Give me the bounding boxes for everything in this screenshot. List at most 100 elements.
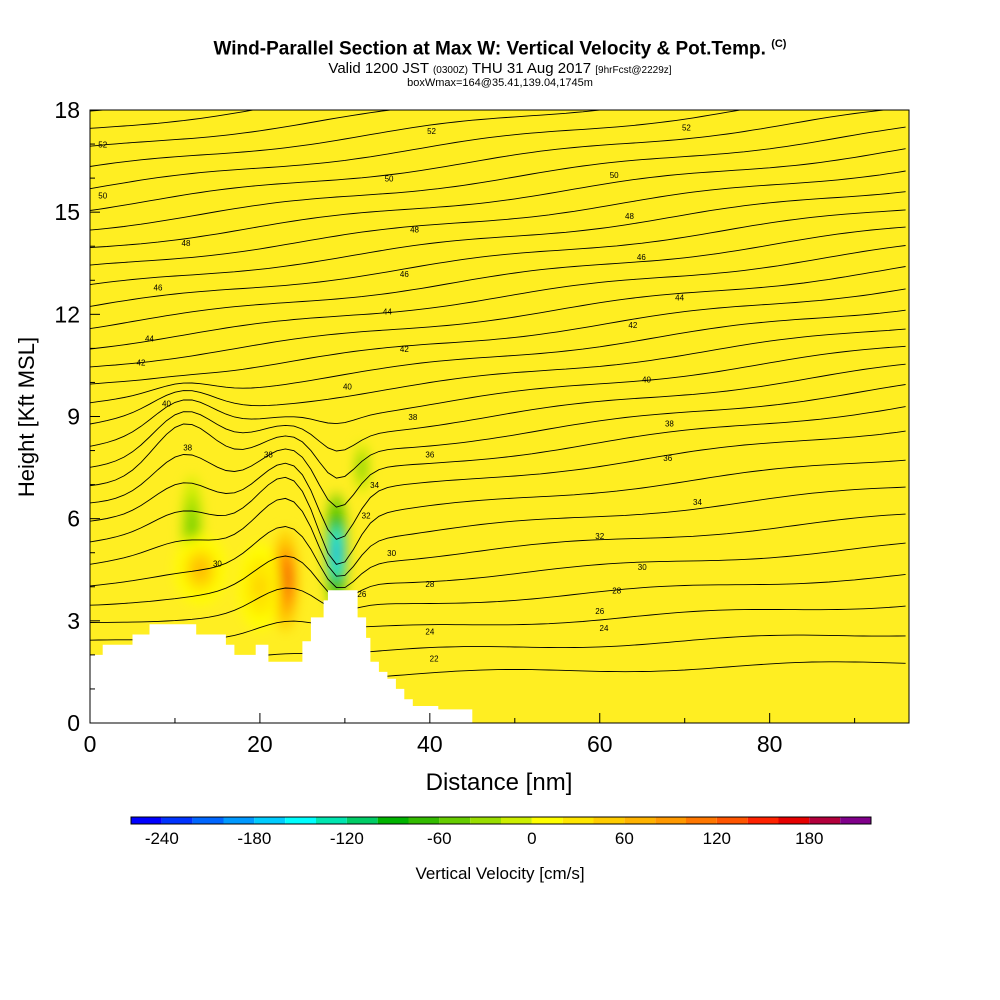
- colorbar: -240 -180 -120 -60 0 60 120 180: [130, 816, 872, 848]
- forecast-info: [9hrFcst@2229z]: [595, 65, 672, 76]
- colorbar-swatch-1: [161, 817, 193, 824]
- y-tick-label-0: 0: [67, 710, 80, 736]
- theta-contour-line-5: [90, 513, 906, 589]
- theta-label-9: 46: [154, 283, 163, 292]
- colorbar-swatch-2: [192, 817, 224, 824]
- theta-contour-line-11: [90, 363, 906, 468]
- theta-label-21: 38: [183, 444, 192, 453]
- y-tick-label-2: 6: [67, 506, 80, 532]
- theta-label-33: 30: [638, 563, 647, 572]
- theta-label-16: 42: [400, 345, 409, 354]
- theta-contour-line-23: [90, 126, 906, 231]
- theta-label-7: 48: [410, 226, 419, 235]
- theta-label-39: 24: [600, 624, 609, 633]
- y-tick-label-1: 3: [67, 608, 80, 634]
- theta-contour-line-20: [90, 191, 906, 286]
- x-tick-label-0: 0: [84, 731, 97, 757]
- x-tick-label-3: 60: [587, 731, 613, 757]
- colorbar-swatch-6: [316, 817, 347, 824]
- theta-contour-line-27: [90, 110, 394, 147]
- y-axis-label: Height [Kft MSL]: [14, 337, 39, 497]
- theta-contour-line-29: [90, 110, 109, 112]
- theta-label-17: 42: [628, 321, 637, 330]
- theta-label-37: 26: [595, 607, 604, 616]
- x-tick-label-4: 80: [757, 731, 783, 757]
- chart-title-tag: (C): [771, 38, 787, 50]
- colorbar-swatch-23: [840, 817, 871, 824]
- colorbar-tick-4: 0: [527, 829, 536, 848]
- theta-label-15: 42: [137, 358, 146, 367]
- colorbar-swatch-21: [778, 817, 810, 824]
- theta-label-27: 34: [370, 481, 379, 490]
- x-tick-label-2: 40: [417, 731, 443, 757]
- theta-label-14: 44: [675, 294, 684, 303]
- theta-contour-line-19: [90, 209, 906, 307]
- colorbar-swatch-11: [470, 817, 501, 824]
- colorbar-swatch-0: [131, 817, 162, 824]
- terrain: [90, 590, 473, 723]
- colorbar-frame: [130, 816, 872, 825]
- colorbar-swatch-18: [686, 817, 717, 824]
- theta-label-23: 38: [408, 413, 417, 422]
- y-tick-label-6: 18: [54, 97, 80, 123]
- theta-label-30: 32: [595, 532, 604, 541]
- theta-label-24: 38: [665, 420, 674, 429]
- theta-contour-line-12: [90, 345, 906, 447]
- valid-utc: (0300Z): [432, 65, 468, 76]
- theta-label-28: 34: [693, 498, 702, 507]
- colorbar-swatch-12: [501, 817, 532, 824]
- theta-label-1: 52: [427, 127, 436, 136]
- colorbar-swatch-7: [346, 817, 378, 824]
- y-tick-label-4: 12: [54, 301, 80, 327]
- colorbar-swatch-3: [223, 817, 255, 824]
- theta-label-34: 28: [425, 580, 434, 589]
- theta-contour-line-8: [90, 430, 906, 540]
- colorbar-tick-2: -120: [330, 829, 364, 848]
- theta-label-13: 44: [383, 307, 392, 316]
- plot-area: 52 52 52 50 50 50 48 48 48 46 46 46 44 44 44 42 42 42 40 40…: [89, 109, 910, 724]
- y-axis: 0 3 6 9 12 15 18: [54, 97, 100, 736]
- theta-label-22: 38: [264, 450, 273, 459]
- velocity-feature-1-level-3: [334, 539, 339, 566]
- theta-contour-line-26: [90, 110, 604, 167]
- velocity-feature-0-level-3: [282, 568, 289, 592]
- colorbar-swatch-9: [408, 817, 440, 824]
- theta-label-38: 24: [425, 627, 434, 636]
- valid-prefix: Valid 1200 JST: [328, 60, 429, 77]
- theta-label-8: 48: [625, 212, 634, 221]
- theta-contour-line-4: [90, 542, 906, 606]
- theta-label-18: 40: [162, 399, 171, 408]
- theta-contour-line-13: [90, 328, 906, 425]
- colorbar-tick-1: -180: [237, 829, 271, 848]
- theta-contour-line-9: [90, 406, 906, 508]
- theta-contour-line-3: [90, 573, 906, 623]
- theta-label-40: 22: [430, 655, 439, 664]
- colorbar-swatch-17: [655, 817, 686, 824]
- y-tick-label-3: 9: [67, 404, 80, 430]
- colorbar-tick-7: 180: [795, 829, 823, 848]
- valid-date: THU 31 Aug 2017: [471, 60, 592, 77]
- colorbar-swatch-19: [716, 817, 748, 824]
- theta-label-20: 40: [642, 375, 651, 384]
- theta-contour-line-17: [90, 245, 906, 350]
- theta-contour-line-25: [90, 110, 743, 190]
- colorbar-swatch-14: [562, 817, 594, 824]
- velocity-feature-5-level-3: [255, 577, 265, 597]
- theta-label-6: 48: [182, 239, 191, 248]
- contour-labels: 52 52 52 50 50 50 48 48 48 46 46 46 44 44 44 42 42 42 40 40…: [98, 123, 702, 663]
- theta-label-11: 46: [637, 253, 646, 262]
- colorbar-tick-5: 60: [615, 829, 634, 848]
- colorbar-tick-6: 120: [703, 829, 731, 848]
- velocity-feature-3-level-3: [360, 461, 364, 474]
- theta-label-36: 26: [357, 590, 366, 599]
- theta-label-12: 44: [145, 335, 154, 344]
- colorbar-swatch-15: [593, 817, 625, 824]
- colorbar-tick-3: -60: [427, 829, 452, 848]
- theta-contour-line-7: [90, 459, 906, 565]
- theta-contour-line-22: [90, 148, 906, 249]
- colorbar-swatch-16: [624, 817, 656, 824]
- colorbar-label: Vertical Velocity [cm/s]: [415, 864, 585, 883]
- colorbar-swatch-22: [809, 817, 841, 824]
- theta-label-26: 36: [663, 454, 672, 463]
